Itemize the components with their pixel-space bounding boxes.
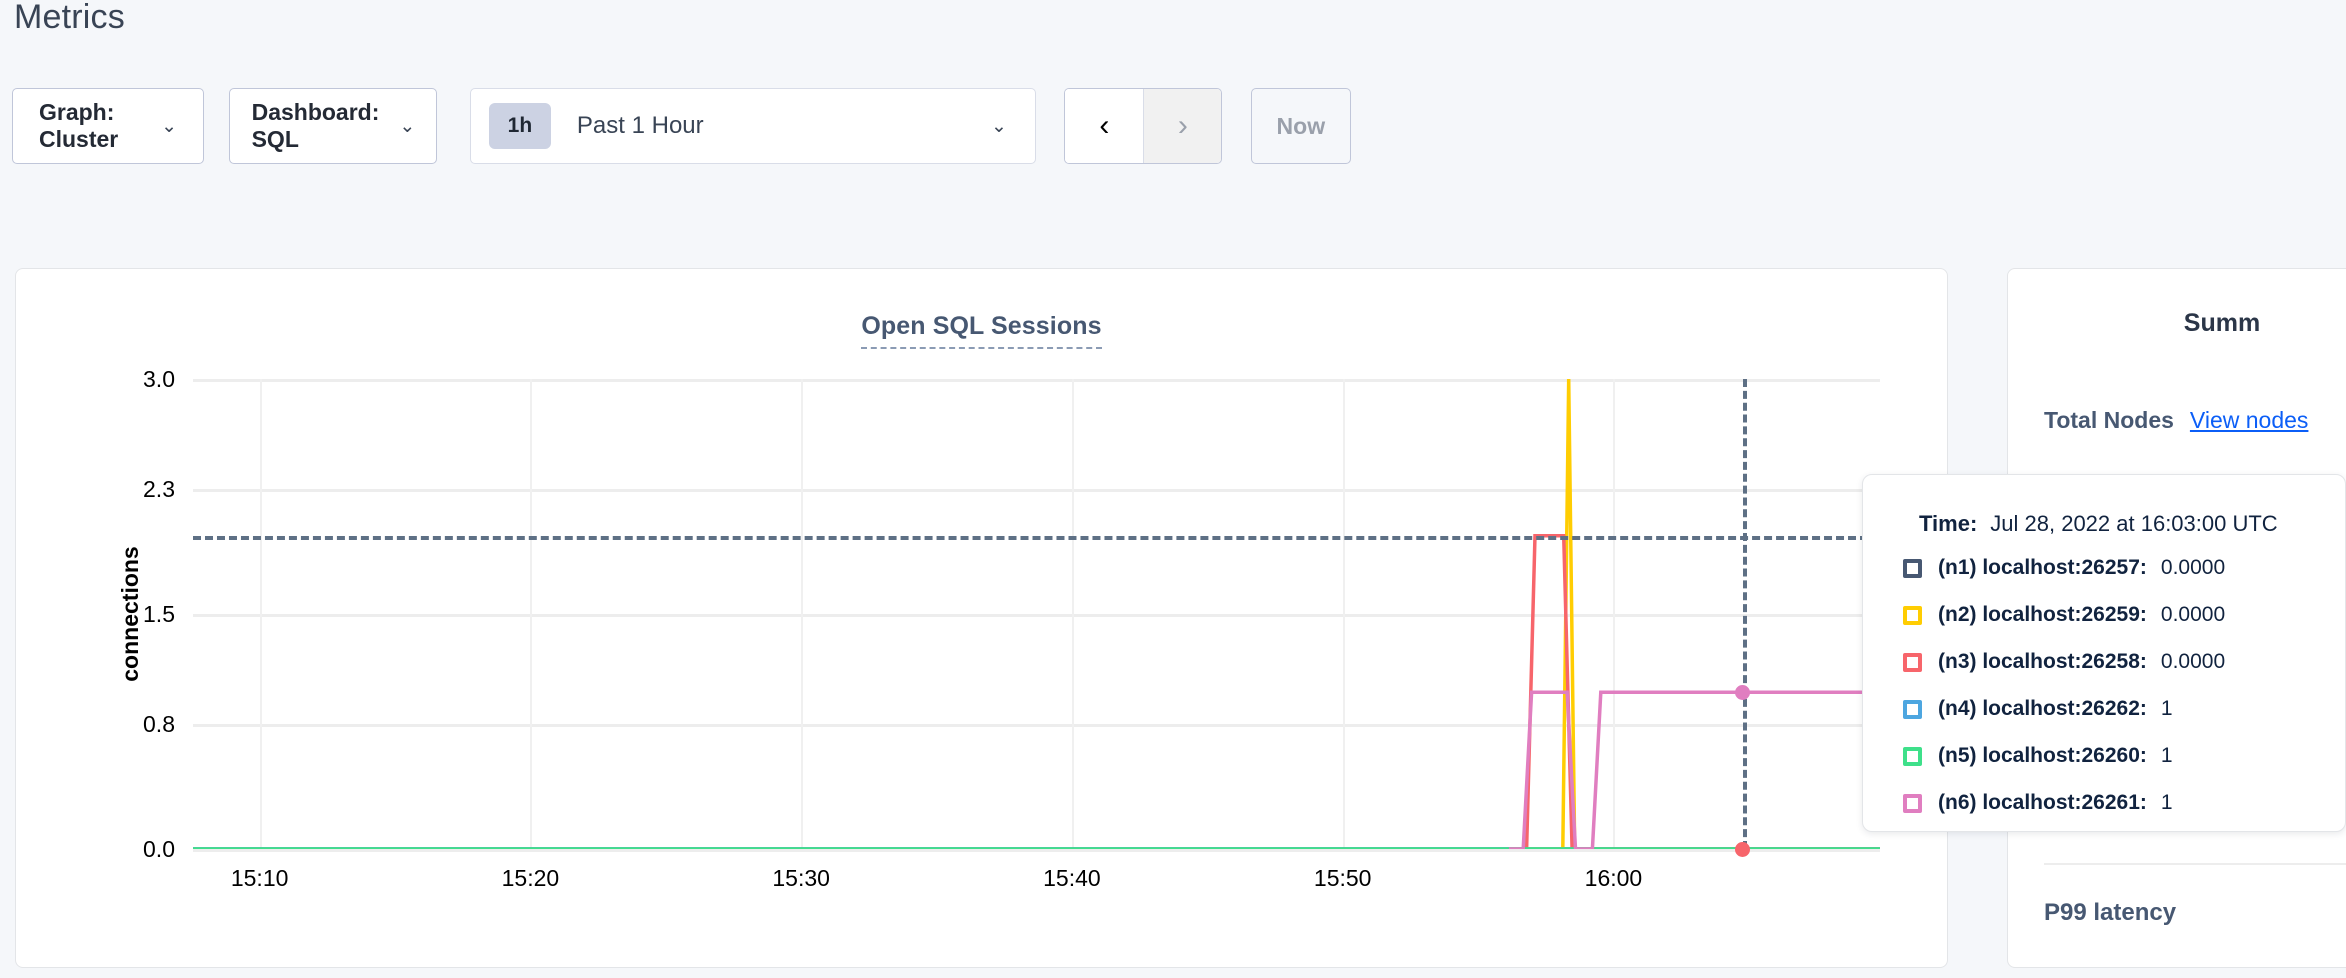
- time-range-select[interactable]: 1h Past 1 Hour ⌄: [469, 88, 1036, 164]
- view-nodes-link[interactable]: View nodes: [2189, 407, 2309, 433]
- time-nav-group: ‹ ›: [1064, 88, 1223, 164]
- prev-time-button[interactable]: ‹: [1065, 89, 1144, 163]
- tooltip-series-value: 0.0000: [2160, 603, 2226, 626]
- chart-gridline-vertical: [530, 379, 533, 849]
- graph-select-button[interactable]: Graph: Cluster ⌄: [12, 88, 204, 164]
- chart-title: Open SQL Sessions: [16, 312, 1947, 349]
- chart-gridline-horizontal: [193, 849, 1880, 852]
- chart-gridline-vertical: [1071, 379, 1074, 849]
- time-range-label: Past 1 Hour: [576, 112, 704, 139]
- tooltip-series-name: (n3) localhost:26258:: [1938, 650, 2147, 673]
- chart-tooltip: Time: Jul 28, 2022 at 16:03:00 UTC (n1) l…: [1862, 474, 2346, 832]
- p99-latency-label: P99 latency: [2044, 899, 2177, 926]
- tooltip-time-value: Jul 28, 2022 at 16:03:00 UTC: [1990, 511, 2278, 536]
- page-title: Metrics: [14, 0, 125, 36]
- tooltip-row: (n5) localhost:26260: 1: [1903, 740, 2345, 772]
- series-color-swatch-icon: [1903, 793, 1922, 813]
- x-axis-tick-label: 16:00: [1584, 865, 1643, 891]
- tooltip-series-name: (n4) localhost:26262:: [1938, 697, 2147, 720]
- tooltip-series-value: 0.0000: [2160, 556, 2226, 579]
- summary-divider: [2044, 863, 2346, 865]
- chart-series-line: [1508, 690, 1880, 849]
- x-axis-tick-label: 15:10: [230, 865, 289, 891]
- tooltip-series-value: 1: [2160, 791, 2173, 814]
- chart-gridline-vertical: [1613, 379, 1616, 849]
- y-axis-tick-label: 0.8: [143, 710, 175, 737]
- tooltip-row: (n4) localhost:26262: 1: [1903, 693, 2345, 725]
- chart-data-point-marker: [1735, 841, 1750, 857]
- tooltip-row: (n6) localhost:26261: 1: [1903, 787, 2345, 819]
- graph-select-label: Graph: Cluster: [39, 99, 119, 152]
- chart-data-point-marker: [1735, 684, 1750, 700]
- x-axis-tick-label: 15:50: [1313, 865, 1372, 891]
- tooltip-series-name: (n6) localhost:26261:: [1938, 791, 2147, 814]
- tooltip-time: Time: Jul 28, 2022 at 16:03:00 UTC: [1919, 511, 2345, 537]
- y-axis-tick-label: 1.5: [143, 601, 175, 627]
- total-nodes-label: Total Nodes: [2044, 407, 2174, 433]
- chevron-down-icon: ⌄: [990, 115, 1007, 137]
- chart-plot-area[interactable]: connections 0.0 0.8 1.5 2.3 3.0 15:10 15:20 15:…: [117, 366, 1880, 891]
- time-range-pill: 1h: [488, 103, 551, 149]
- tooltip-series-value: 1: [2160, 697, 2173, 720]
- y-axis-tick-label: 2.3: [143, 475, 175, 502]
- chevron-down-icon: ⌄: [399, 115, 416, 137]
- chart-gridline-vertical: [1342, 379, 1345, 849]
- chart-series-svg: [193, 379, 1880, 849]
- next-time-button[interactable]: ›: [1143, 89, 1222, 163]
- total-nodes-row: Total Nodes View nodes: [2044, 407, 2308, 434]
- series-color-swatch-icon: [1903, 699, 1922, 719]
- series-color-swatch-icon: [1903, 558, 1922, 578]
- tooltip-time-label: Time:: [1919, 511, 1978, 536]
- chart-threshold-line: [193, 535, 1880, 540]
- series-color-swatch-icon: [1903, 605, 1922, 625]
- tooltip-series-list: (n1) localhost:26257: 0.0000 (n2) localhos…: [1863, 552, 2345, 819]
- tooltip-series-value: 1: [2160, 744, 2173, 767]
- chart-gridline-horizontal: [193, 488, 1880, 492]
- chart-gridline-horizontal: [193, 379, 1880, 382]
- now-button[interactable]: Now: [1250, 88, 1351, 164]
- chart-crosshair-line: [1742, 379, 1747, 849]
- dashboard-select-button[interactable]: Dashboard: SQL ⌄: [229, 88, 438, 164]
- tooltip-row: (n1) localhost:26257: 0.0000: [1903, 552, 2345, 584]
- tooltip-series-name: (n1) localhost:26257:: [1938, 556, 2147, 579]
- chart-gridline-horizontal: [193, 614, 1880, 617]
- graph-card: Open SQL Sessions connections 0.0 0.8 1.5 2…: [15, 268, 1948, 968]
- dashboard-select-label: Dashboard: SQL: [251, 99, 380, 152]
- chevron-down-icon: ⌄: [161, 115, 177, 137]
- tooltip-row: (n3) localhost:26258: 0.0000: [1903, 646, 2345, 678]
- x-axis-tick-label: 15:30: [772, 865, 830, 891]
- tooltip-series-name: (n5) localhost:26260:: [1938, 744, 2147, 767]
- series-color-swatch-icon: [1903, 652, 1922, 672]
- chart-gridline-vertical: [259, 379, 262, 849]
- y-axis-tick-label: 3.0: [143, 366, 175, 392]
- toolbar: Graph: Cluster ⌄ Dashboard: SQL ⌄ 1h Pas…: [12, 88, 1351, 164]
- summary-title: Summ: [2183, 309, 2261, 337]
- chart-gridline-vertical: [801, 379, 804, 849]
- tooltip-series-name: (n2) localhost:26259:: [1938, 603, 2147, 626]
- series-color-swatch-icon: [1903, 746, 1922, 766]
- y-axis-tick-label: 0.0: [143, 836, 175, 862]
- x-axis-tick-label: 15:20: [501, 865, 560, 891]
- chart-title-text: Open SQL Sessions: [861, 312, 1102, 349]
- chart-gridline-horizontal: [193, 723, 1880, 727]
- x-axis-tick-label: 15:40: [1043, 865, 1101, 891]
- tooltip-row: (n2) localhost:26259: 0.0000: [1903, 599, 2345, 631]
- tooltip-series-value: 0.0000: [2160, 650, 2226, 673]
